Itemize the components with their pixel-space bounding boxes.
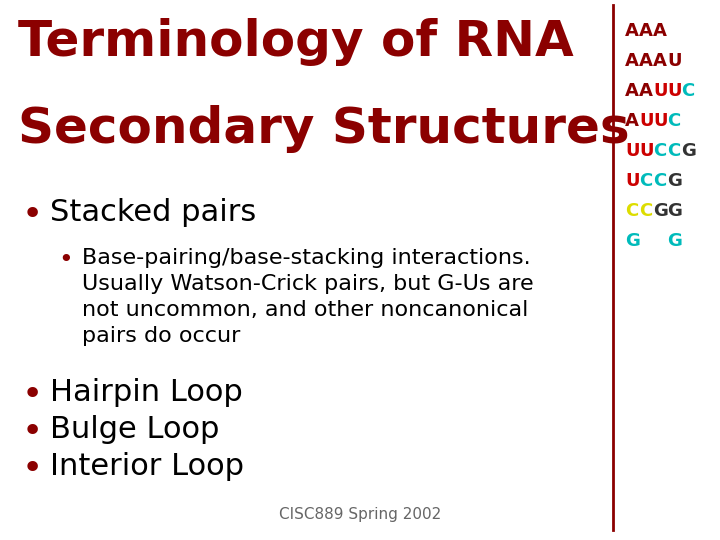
Text: U: U	[653, 82, 667, 100]
Text: U: U	[639, 142, 654, 160]
Text: A: A	[625, 82, 639, 100]
Text: A: A	[639, 22, 653, 40]
Text: G: G	[667, 232, 682, 250]
Text: C: C	[639, 172, 652, 190]
Text: Interior Loop: Interior Loop	[50, 452, 244, 481]
Text: Terminology of RNA: Terminology of RNA	[18, 18, 574, 66]
Text: pairs do occur: pairs do occur	[82, 326, 240, 346]
Text: C: C	[639, 202, 652, 220]
Text: C: C	[667, 142, 680, 160]
Text: •: •	[22, 452, 43, 486]
Text: A: A	[653, 52, 667, 70]
Text: U: U	[625, 172, 639, 190]
Text: C: C	[667, 112, 680, 130]
Text: •: •	[22, 378, 43, 412]
Text: U: U	[667, 52, 682, 70]
Text: G: G	[625, 232, 640, 250]
Text: C: C	[653, 142, 666, 160]
Text: G: G	[667, 172, 682, 190]
Text: A: A	[625, 22, 639, 40]
Text: Base-pairing/base-stacking interactions.: Base-pairing/base-stacking interactions.	[82, 248, 531, 268]
Text: A: A	[625, 112, 639, 130]
Text: Hairpin Loop: Hairpin Loop	[50, 378, 243, 407]
Text: CISC889 Spring 2002: CISC889 Spring 2002	[279, 507, 441, 522]
Text: C: C	[653, 172, 666, 190]
Text: A: A	[625, 52, 639, 70]
Text: •: •	[22, 198, 43, 232]
Text: C: C	[625, 202, 638, 220]
Text: U: U	[625, 142, 639, 160]
Text: G: G	[653, 202, 668, 220]
Text: G: G	[667, 202, 682, 220]
Text: U: U	[653, 112, 667, 130]
Text: Secondary Structures: Secondary Structures	[18, 105, 629, 153]
Text: A: A	[639, 82, 653, 100]
Text: •: •	[22, 415, 43, 449]
Text: G: G	[681, 142, 696, 160]
Text: not uncommon, and other noncanonical: not uncommon, and other noncanonical	[82, 300, 528, 320]
Text: Bulge Loop: Bulge Loop	[50, 415, 220, 444]
Text: U: U	[639, 112, 654, 130]
Text: A: A	[639, 52, 653, 70]
Text: A: A	[653, 22, 667, 40]
Text: •: •	[58, 248, 73, 272]
Text: C: C	[681, 82, 694, 100]
Text: U: U	[667, 82, 682, 100]
Text: Usually Watson-Crick pairs, but G-Us are: Usually Watson-Crick pairs, but G-Us are	[82, 274, 534, 294]
Text: Stacked pairs: Stacked pairs	[50, 198, 256, 227]
